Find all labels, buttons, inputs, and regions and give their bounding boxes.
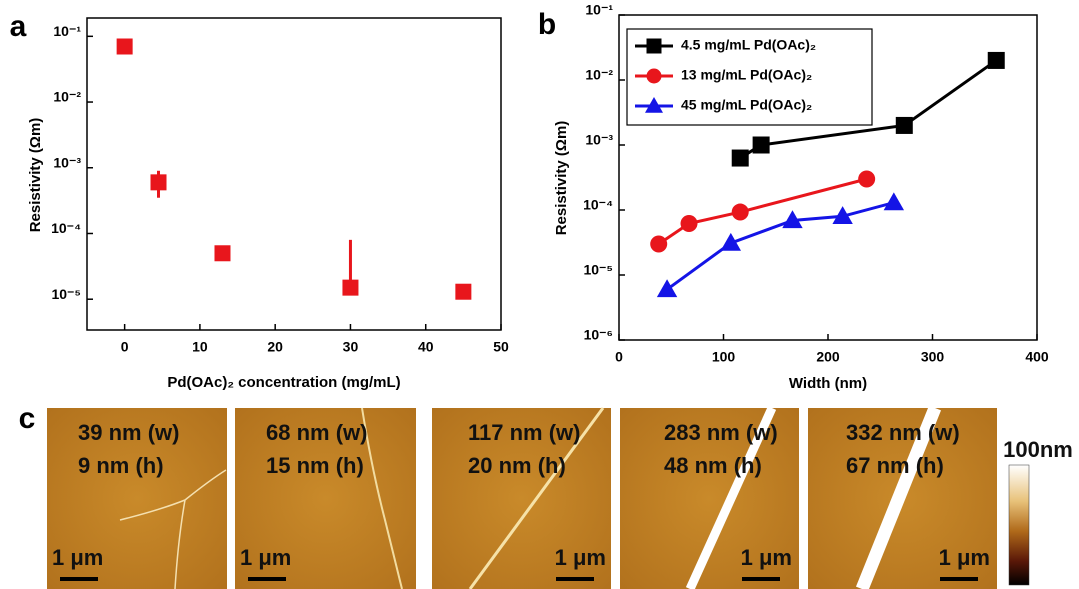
- marker: [732, 204, 749, 221]
- scale-bar-label: 1 μm: [555, 545, 606, 570]
- y-axis-title: Resistivity (Ωm): [27, 118, 44, 233]
- height-label: 9 nm (h): [78, 453, 164, 478]
- width-label: 68 nm (w): [266, 420, 367, 445]
- scale-bar-label: 1 μm: [52, 545, 103, 570]
- y-tick-label: 10⁻⁵: [51, 286, 81, 302]
- legend-label: 13 mg/mL Pd(OAc)₂: [681, 67, 812, 83]
- panel-label: b: [538, 8, 556, 41]
- x-tick-label: 10: [192, 339, 208, 355]
- colorbar: [1009, 465, 1029, 585]
- x-tick-label: 50: [493, 339, 509, 355]
- marker: [650, 235, 667, 252]
- panel-label: c: [19, 402, 36, 435]
- y-tick-label: 10⁻³: [585, 132, 613, 148]
- scale-bar-label: 1 μm: [240, 545, 291, 570]
- height-label: 48 nm (h): [664, 453, 762, 478]
- x-tick-label: 20: [267, 339, 283, 355]
- marker: [896, 117, 913, 134]
- series-line: [667, 203, 894, 290]
- height-label: 20 nm (h): [468, 453, 566, 478]
- y-tick-label: 10⁻⁵: [583, 262, 613, 278]
- y-tick-label: 10⁻⁴: [51, 220, 81, 236]
- width-label: 39 nm (w): [78, 420, 179, 445]
- y-tick-label: 10⁻²: [585, 67, 613, 83]
- marker: [455, 284, 471, 300]
- x-tick-label: 30: [343, 339, 359, 355]
- width-label: 117 nm (w): [468, 420, 580, 445]
- x-tick-label: 40: [418, 339, 434, 355]
- marker: [732, 150, 749, 167]
- marker: [988, 52, 1005, 69]
- height-label: 15 nm (h): [266, 453, 364, 478]
- series-line: [659, 179, 867, 244]
- colorbar-label: 100nm: [1003, 437, 1073, 462]
- x-tick-label: 300: [921, 349, 945, 365]
- marker: [884, 192, 904, 210]
- x-tick-label: 0: [615, 349, 623, 365]
- y-tick-label: 10⁻¹: [53, 23, 81, 39]
- marker: [214, 245, 230, 261]
- width-label: 332 nm (w): [846, 420, 960, 445]
- legend-label: 4.5 mg/mL Pd(OAc)₂: [681, 37, 816, 53]
- y-tick-label: 10⁻³: [53, 154, 81, 170]
- legend-marker: [647, 69, 662, 84]
- x-axis-title: Pd(OAc)₂ concentration (mg/mL): [167, 374, 400, 391]
- x-tick-label: 400: [1025, 349, 1049, 365]
- marker: [151, 174, 167, 190]
- x-axis-title: Width (nm): [789, 375, 867, 392]
- y-axis-title: Resistivity (Ωm): [553, 121, 570, 236]
- panel-label: a: [10, 10, 27, 43]
- scale-bar-label: 1 μm: [741, 545, 792, 570]
- marker: [681, 215, 698, 232]
- x-tick-label: 100: [712, 349, 736, 365]
- y-tick-label: 10⁻²: [53, 89, 81, 105]
- plot-frame: [87, 18, 501, 330]
- y-tick-label: 10⁻⁴: [583, 197, 613, 213]
- legend-marker: [647, 39, 662, 54]
- marker: [858, 170, 875, 187]
- marker: [117, 39, 133, 55]
- marker: [753, 137, 770, 154]
- legend-label: 45 mg/mL Pd(OAc)₂: [681, 97, 812, 113]
- x-tick-label: 0: [121, 339, 129, 355]
- height-label: 67 nm (h): [846, 453, 944, 478]
- figure: a 10⁻⁵ 10⁻⁴ 10⁻³ 10⁻² 10⁻¹ 0 10 20 30 40 50 Pd(OAc)₂…: [0, 0, 1079, 589]
- width-label: 283 nm (w): [664, 420, 778, 445]
- marker: [342, 280, 358, 296]
- scale-bar-label: 1 μm: [939, 545, 990, 570]
- y-tick-label: 10⁻¹: [585, 2, 613, 18]
- marker: [657, 279, 677, 297]
- x-tick-label: 200: [816, 349, 840, 365]
- y-tick-label: 10⁻⁶: [584, 327, 613, 343]
